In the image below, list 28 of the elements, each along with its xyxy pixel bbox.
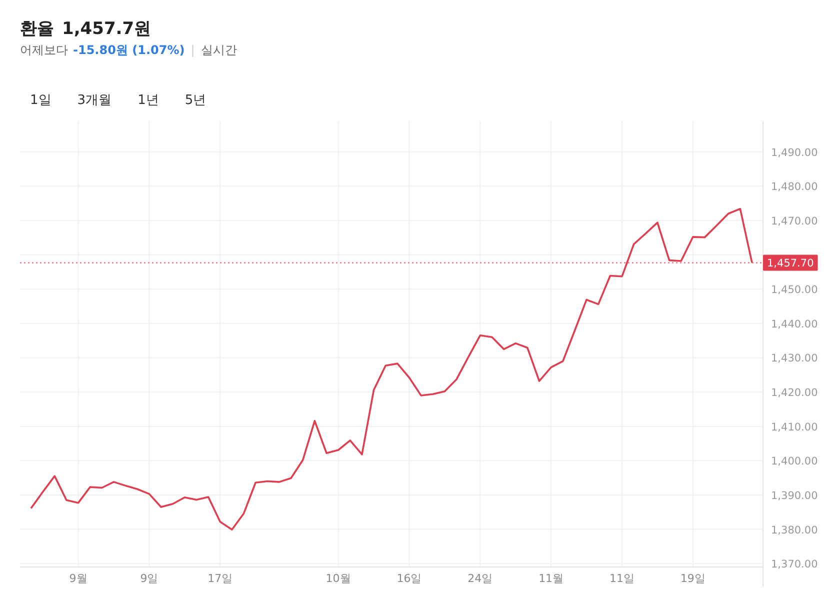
x-tick-label: 16일 [396, 572, 422, 585]
text: 3개월 [77, 93, 112, 108]
y-tick-label: 1,370.00 [771, 558, 818, 571]
y-tick-label: 1,440.00 [771, 318, 818, 330]
y-tick-label: 1,420.00 [771, 387, 818, 400]
x-tick-label: 11일 [609, 572, 634, 585]
y-tick-label: 1,400.00 [771, 456, 818, 468]
x-tick-label: 10월 [326, 572, 351, 585]
ref-line-label: 1,457.70 [767, 258, 814, 270]
x-tick-label: 24일 [468, 572, 493, 585]
x-tick-label: 17일 [208, 572, 233, 585]
chart-title: 환율 1,457.7원 [20, 19, 152, 39]
y-tick-label: 1,380.00 [771, 524, 818, 536]
text: 1일 [30, 93, 52, 108]
y-tick-label: 1,450.00 [771, 284, 818, 296]
x-tick-label: 9월 [69, 572, 88, 585]
y-tick-label: 1,390.00 [771, 490, 818, 502]
x-tick-label: 9일 [140, 572, 158, 585]
y-tick-label: 1,430.00 [771, 352, 818, 365]
text: 1년 [138, 93, 159, 108]
chart-subtitle: 어제보다 -15.80원 (1.07%) | 실시간 [20, 43, 237, 57]
x-tick-label: 19일 [680, 572, 706, 585]
y-tick-label: 1,480.00 [771, 181, 818, 194]
y-tick-label: 1,490.00 [771, 146, 818, 159]
y-tick-label: 1,470.00 [771, 215, 818, 228]
text: 5년 [184, 93, 206, 108]
x-tick-label: 11월 [538, 572, 564, 585]
y-tick-label: 1,410.00 [771, 421, 818, 434]
